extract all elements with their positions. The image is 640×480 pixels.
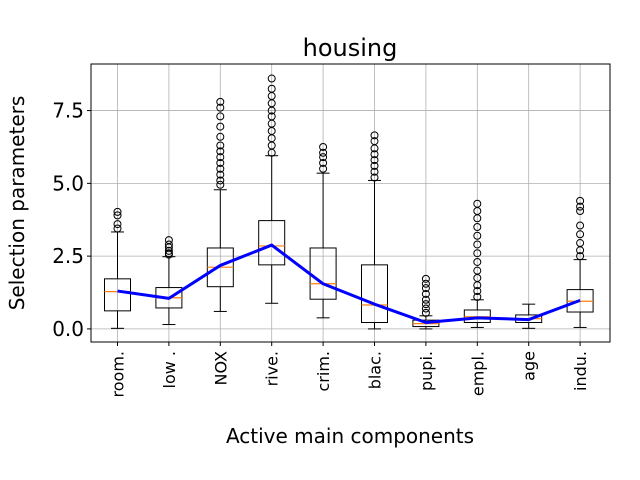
box-iqr — [361, 264, 388, 323]
outlier-point — [216, 164, 225, 173]
outlier-point — [576, 221, 585, 230]
x-tick-label: NOX — [211, 351, 230, 386]
y-tick-label: 0.0 — [52, 317, 84, 341]
outlier-point — [473, 287, 482, 296]
outlier-point — [421, 279, 430, 288]
mean-line — [117, 243, 581, 324]
outlier-point — [370, 137, 379, 146]
y-tick-label: 5.0 — [52, 171, 84, 195]
outlier-point — [216, 141, 225, 150]
y-axis-label: Selection parameters — [5, 96, 29, 311]
outlier-point — [216, 103, 225, 112]
outlier-point — [216, 122, 225, 131]
x-tick-label: empl. — [468, 351, 487, 396]
outlier-point — [576, 202, 585, 211]
outlier-point — [216, 180, 225, 189]
x-tick-label: room. — [109, 351, 128, 397]
x-axis-ticks: room. low . NOX rive. crim. blac. pupi. empl. ag… — [109, 342, 590, 397]
outlier-point — [576, 239, 585, 248]
outlier-point — [164, 236, 173, 245]
outlier-point — [473, 266, 482, 275]
outlier-point — [473, 231, 482, 240]
outlier-point — [421, 304, 430, 313]
outlier-point — [216, 158, 225, 167]
y-tick-label: 7.5 — [52, 99, 84, 123]
box-4 — [258, 74, 286, 304]
chart-title: housing — [303, 34, 398, 62]
outlier-point — [216, 170, 225, 179]
outlier-point — [164, 246, 173, 255]
x-tick-label: pupi. — [417, 351, 436, 391]
outlier-point — [319, 158, 328, 167]
outlier-point — [216, 132, 225, 141]
outlier-point — [113, 211, 122, 220]
outlier-point — [421, 300, 430, 309]
outlier-point — [164, 240, 173, 249]
box-10 — [566, 196, 594, 328]
box-2 — [155, 236, 183, 326]
x-tick-label: low . — [160, 351, 179, 389]
outlier-point — [576, 196, 585, 205]
y-axis-ticks: 0.0 2.5 5.0 7.5 — [52, 99, 91, 341]
outlier-point — [576, 230, 585, 239]
x-tick-label: blac. — [366, 351, 385, 389]
outlier-point — [421, 295, 430, 304]
outlier-point — [370, 131, 379, 140]
outlier-point — [216, 176, 225, 185]
outlier-point — [216, 112, 225, 121]
outlier-point — [421, 274, 430, 283]
x-tick-label: indu. — [571, 351, 590, 391]
outlier-point — [319, 153, 328, 162]
box-series — [104, 74, 594, 330]
outlier-point — [267, 74, 276, 83]
outlier-point — [421, 284, 430, 293]
x-tick-label: rive. — [263, 351, 282, 386]
outlier-point — [473, 240, 482, 249]
outlier-point — [421, 308, 430, 317]
outlier-point — [319, 164, 328, 173]
y-tick-label: 2.5 — [52, 244, 84, 268]
outlier-point — [576, 252, 585, 261]
outlier-point — [319, 142, 328, 151]
grid-lines — [91, 64, 610, 342]
x-tick-label: crim. — [314, 351, 333, 392]
box-6 — [361, 131, 388, 330]
mean-line-path — [117, 243, 581, 324]
outlier-point — [113, 220, 122, 229]
outlier-point — [473, 257, 482, 266]
box-iqr — [258, 220, 286, 266]
outlier-point — [370, 161, 379, 170]
box-iqr — [104, 278, 131, 312]
outlier-point — [473, 292, 482, 301]
outlier-point — [421, 289, 430, 298]
outlier-point — [267, 112, 276, 121]
plot-frame — [90, 63, 611, 343]
outlier-point — [216, 153, 225, 162]
outlier-point — [216, 97, 225, 106]
outlier-point — [473, 199, 482, 208]
outlier-point — [370, 167, 379, 176]
outlier-point — [164, 249, 173, 258]
outlier-point — [576, 207, 585, 216]
outlier-point — [370, 156, 379, 165]
outlier-point — [370, 150, 379, 159]
outlier-point — [473, 223, 482, 232]
x-tick-label: age — [520, 351, 539, 381]
outlier-point — [113, 224, 122, 233]
x-axis-label: Active main components — [226, 424, 474, 448]
outlier-point — [370, 173, 379, 182]
outlier-point — [113, 207, 122, 216]
outlier-point — [216, 147, 225, 156]
outlier-point — [267, 84, 276, 93]
box-7 — [412, 274, 440, 330]
outlier-point — [473, 249, 482, 258]
outlier-point — [319, 148, 328, 157]
